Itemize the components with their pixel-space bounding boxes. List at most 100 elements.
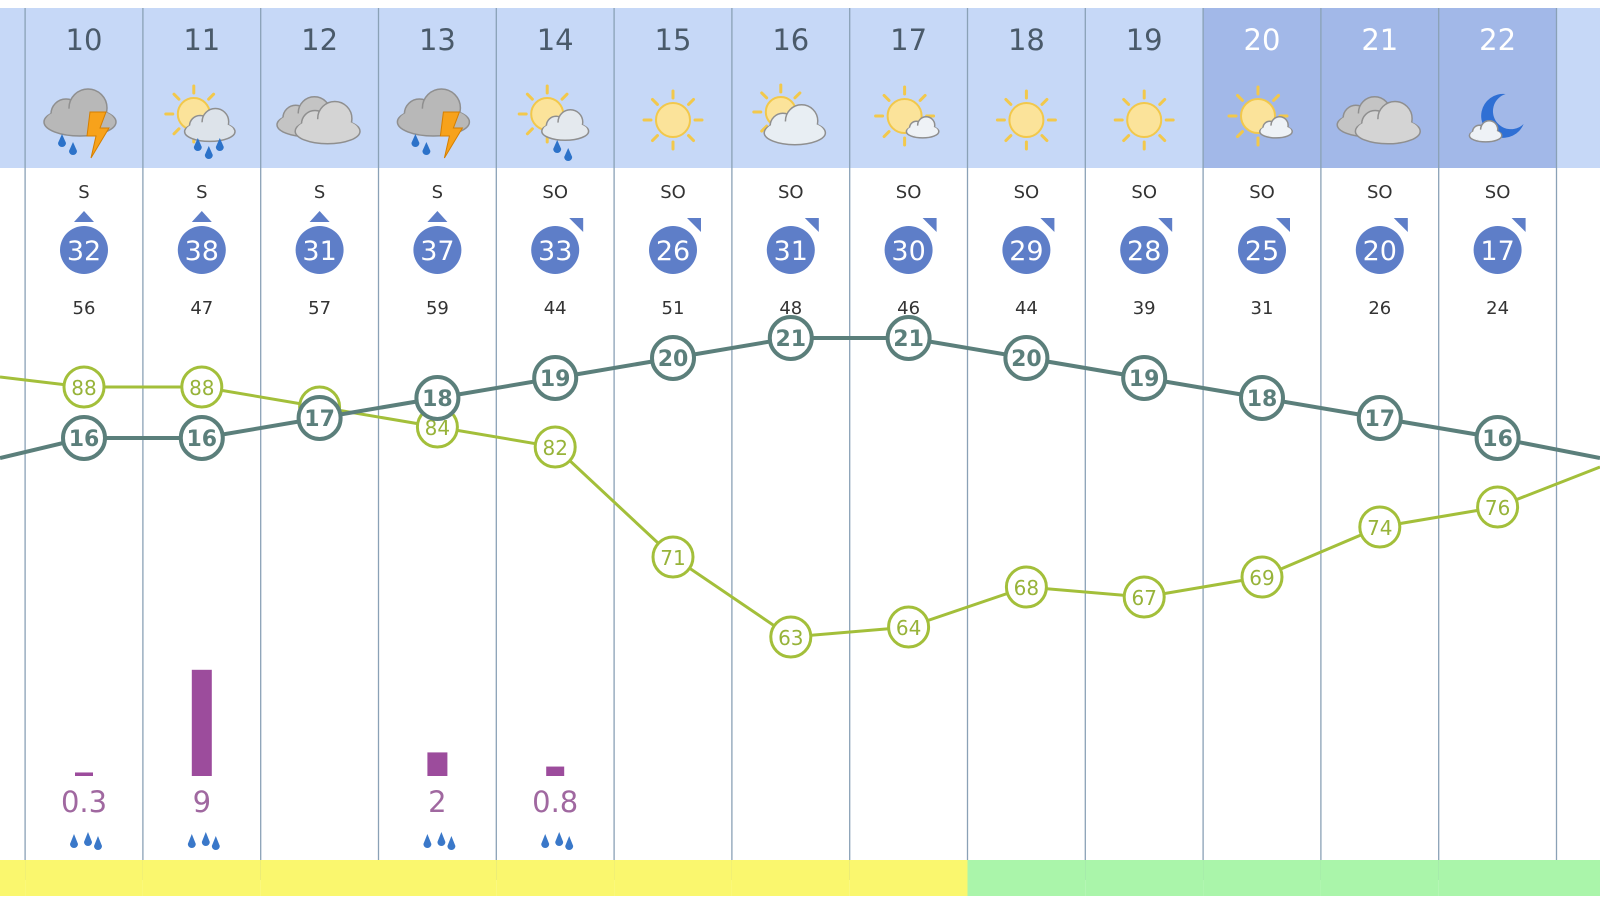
rain-drops-icon [423,832,456,850]
wind-arrow-icon [922,218,937,232]
wind-speed-value: 31 [302,236,336,267]
temperature-series-point [532,355,579,401]
temperature-series-label: 18 [422,387,453,412]
hour-label: 19 [1126,23,1163,57]
humidity-series-point [651,535,695,579]
temperature-series-label: 21 [893,327,924,352]
humidity-series-label: 68 [1014,576,1039,600]
humidity-series-point [1240,555,1284,599]
wind-speed-badge [649,226,697,274]
status-band-cell [1320,860,1439,896]
wind-gust-value: 56 [73,298,96,319]
wind-direction-label: S [432,182,443,203]
humidity-series-point [769,615,813,659]
wind-gust-value: 59 [426,298,449,319]
wind-speed-badge [884,226,933,274]
wind-speed-value: 37 [420,236,454,267]
status-band-cell [614,860,732,896]
precipitation-bar [191,669,212,776]
temperature-series-label: 16 [69,427,100,452]
temperature-series-label: 16 [186,427,217,452]
wind-speed-value: 28 [1127,236,1161,267]
wind-arrow-icon [1276,218,1290,232]
temperature-series-point [296,395,343,441]
temperature-series-point [1356,395,1403,441]
precipitation-row: 0.3 9 2 0.8 [61,669,578,850]
wind-gust-value: 46 [897,298,920,319]
wind-direction-label: SO [1131,182,1157,203]
status-band-cell [967,860,1086,896]
wind-speed-value: 33 [538,236,572,267]
wind-speed-value: 38 [185,236,219,267]
wind-arrow-icon [1040,218,1055,232]
sun-icon [642,89,704,151]
thunderstorm-rain-icon [43,88,117,159]
status-band-cell [0,860,26,896]
wind-speed-badge [413,226,462,274]
status-band-cell [1085,860,1204,896]
hour-labels: 10 11 12 13 14 15 16 17 18 19 20 21 22 [66,23,1517,57]
status-band [0,860,1600,896]
sun-rain-icon [164,84,236,159]
status-band-cell [142,860,261,896]
wind-speed-value: 31 [774,236,808,267]
wind-direction-label: SO [778,182,804,203]
precipitation-bar [75,772,93,776]
wind-row: S 32 56 S 38 47 S 31 57 S 37 59 SO 33 44 SO 26 51 SO 31 48 SO… [60,182,1526,319]
wind-arrow-icon [804,218,819,232]
rain-drops-icon [70,832,102,850]
temperature-series-point [1474,415,1521,461]
temperature-series-label: 17 [304,407,335,432]
status-band-cell [496,860,615,896]
cloudy-icon [1336,96,1421,145]
wind-speed-badge [531,226,580,274]
wind-arrow-icon [1158,218,1173,232]
status-band-cell [260,860,379,896]
wind-gust-value: 48 [779,298,802,319]
humidity-series-point [887,605,931,649]
sun-icon [995,89,1057,151]
humidity-series-label: 88 [189,376,214,400]
sun-icon [1113,89,1175,151]
humidity-series-point [1476,485,1520,529]
wind-direction-label: SO [1367,182,1393,203]
wind-direction-label: SO [1485,182,1511,203]
precipitation-value: 2 [428,785,446,819]
temperature-series-label: 21 [775,327,806,352]
sun-small-cloud-icon [1227,85,1293,147]
temperature-series-point [1121,355,1168,401]
status-band-cell [731,860,850,896]
humidity-series-label: 67 [1131,586,1156,610]
wind-arrow-icon [687,218,701,232]
wind-speed-badge [766,226,815,274]
wind-speed-value: 25 [1245,236,1279,267]
humidity-series-point [1358,505,1402,549]
temperature-series-point [61,415,107,461]
status-band-cell [1203,860,1321,896]
moon-cloud-icon [1468,93,1524,143]
temperature-series-point [1239,375,1285,421]
hour-label: 18 [1008,23,1045,57]
hour-label: 12 [301,23,338,57]
wind-gust-value: 24 [1486,298,1509,319]
wind-speed-value: 32 [67,236,101,267]
temperature-series-point [178,415,225,461]
precipitation-value: 9 [193,785,211,819]
wind-speed-value: 26 [656,236,690,267]
precipitation-value: 0.8 [532,785,578,819]
wind-direction-label: S [314,182,325,203]
sun-small-cloud-icon [874,85,940,147]
sun-cloud-icon [752,83,827,146]
temperature-series-point [414,375,461,421]
temperature-series-point [650,335,696,381]
wind-direction-label: SO [660,182,686,203]
wind-speed-badge [1238,226,1286,274]
wind-speed-value: 20 [1363,236,1397,267]
wind-direction-label: S [196,182,207,203]
humidity-series-point [1004,565,1048,609]
wind-direction-label: SO [1249,182,1275,203]
temperature-series-point [767,315,814,361]
wind-speed-badge [1473,226,1522,274]
precipitation-value: 0.3 [61,785,107,819]
